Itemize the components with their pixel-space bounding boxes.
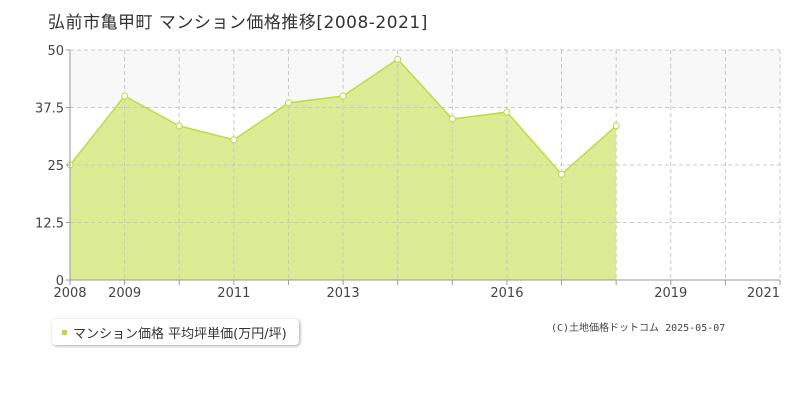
credit-text: (C)土地価格ドットコム 2025-05-07 <box>551 323 726 334</box>
data-point <box>339 92 347 100</box>
y-tick-label: 25 <box>47 159 64 174</box>
legend-marker <box>62 329 67 335</box>
y-tick-label: 37.5 <box>35 102 64 117</box>
legend: マンション価格 平均坪単価(万円/坪) <box>52 319 299 345</box>
y-tick-label: 0 <box>56 274 64 289</box>
data-point <box>230 136 238 144</box>
x-tick-label: 2008 <box>53 286 86 301</box>
data-point <box>284 99 292 107</box>
data-point <box>448 115 456 123</box>
x-tick-label: 2013 <box>327 286 360 301</box>
data-point <box>394 55 402 63</box>
data-point <box>175 122 183 130</box>
y-tick-label: 12.5 <box>35 217 64 232</box>
data-point <box>121 92 129 100</box>
data-point <box>503 108 511 116</box>
x-tick-label: 2016 <box>490 286 523 301</box>
chart-title: 弘前市亀甲町 マンション価格推移[2008-2021] <box>48 13 428 33</box>
legend-label: マンション価格 平均坪単価(万円/坪) <box>73 326 287 342</box>
data-point <box>612 122 620 130</box>
x-tick-label: 2009 <box>108 286 141 301</box>
x-tick-label: 2011 <box>217 286 250 301</box>
x-tick-label: 2019 <box>654 286 687 301</box>
y-tick-label: 50 <box>47 44 64 59</box>
data-point <box>558 170 566 178</box>
x-tick-label: 2021 <box>747 286 780 301</box>
